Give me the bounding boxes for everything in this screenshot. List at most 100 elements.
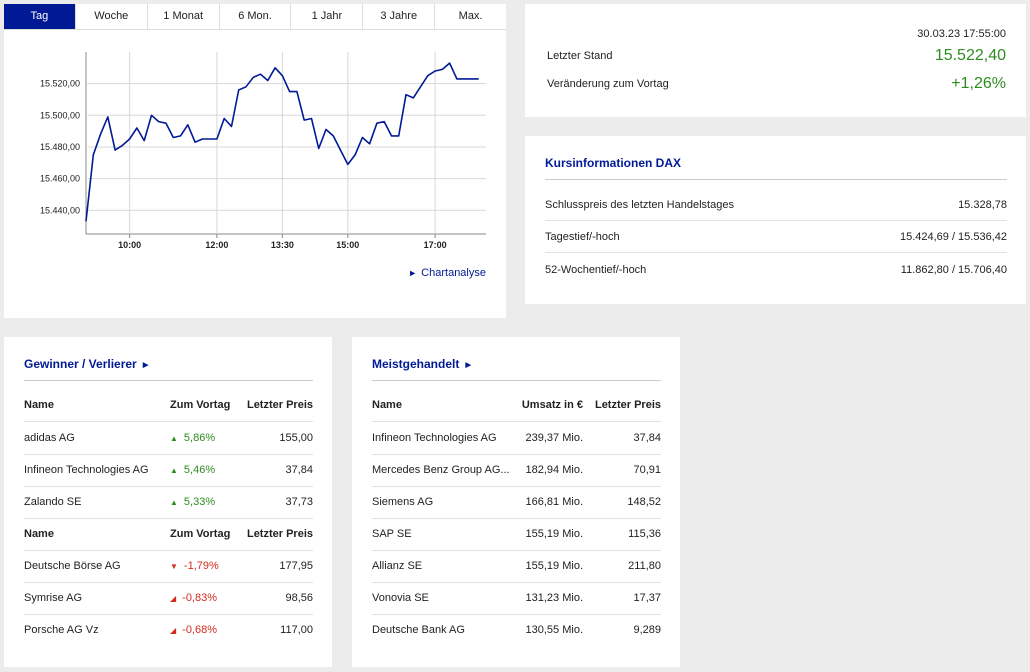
table-row[interactable]: Infineon Technologies AG 239,37 Mio. 37,… [372, 422, 661, 454]
header-name: Name [24, 528, 54, 540]
gewinner-verlierer-title[interactable]: Gewinner / Verlierer ► [24, 357, 151, 371]
header-price: Letzter Preis [246, 528, 313, 540]
stock-name: Deutsche Bank AG [372, 624, 465, 636]
info-label-tagestief: Tagestief/-hoch [545, 231, 620, 243]
dax-price-line [85, 62, 479, 222]
change-text: -0,83% [182, 592, 218, 604]
tab-3-jahre[interactable]: 3 Jahre [363, 4, 436, 29]
table-row[interactable]: Symrise AG ◢ -0,83% 98,56 [24, 582, 313, 614]
price-value: 177,95 [279, 560, 313, 572]
x-tick-label: 13:30 [271, 240, 294, 250]
triangle-down-right-icon: ◢ [170, 594, 177, 603]
change-value: ▲ 5,46% [170, 454, 215, 487]
stock-name: Symrise AG [24, 592, 83, 604]
header-price: Letzter Preis [594, 399, 661, 411]
timeframe-tabs: Tag Woche 1 Monat 6 Mon. 1 Jahr 3 Jahre … [4, 4, 507, 30]
stock-name: Infineon Technologies AG [24, 464, 149, 476]
row-divider [372, 582, 661, 583]
change-value: +1,26% [951, 75, 1006, 92]
title-divider [545, 179, 1007, 180]
table-row[interactable]: Mercedes Benz Group AG... 182,94 Mio. 70… [372, 454, 661, 486]
volume-value: 182,94 Mio. [525, 464, 583, 476]
change-value: ▼ -1,79% [170, 550, 219, 583]
price-value: 211,80 [628, 560, 661, 572]
change-text: 5,33% [183, 496, 216, 508]
tab-6-mon[interactable]: 6 Mon. [219, 4, 292, 29]
tab-max[interactable]: Max. [435, 4, 507, 29]
info-label-52-wochen: 52-Wochentief/-hoch [545, 264, 647, 276]
volume-value: 155,19 Mio. [525, 560, 583, 572]
price-value: 37,84 [285, 464, 313, 476]
y-tick-label: 15.440,00 [40, 205, 80, 215]
row-divider [545, 252, 1007, 253]
last-price-label: Letzter Stand [547, 50, 613, 62]
title-divider [24, 380, 313, 381]
gewinner-verlierer-card: Gewinner / Verlierer ► Name Zum Vortag Le… [4, 337, 332, 667]
triangle-down-right-icon: ◢ [170, 626, 177, 635]
row-divider [24, 614, 313, 615]
meistgehandelt-card: Meistgehandelt ► Name Umsatz in € Letzter… [352, 337, 680, 667]
price-value: 17,37 [633, 592, 661, 604]
change-text: -1,79% [183, 560, 219, 572]
stock-name: Allianz SE [372, 560, 423, 572]
triangle-down-icon: ▼ [170, 562, 178, 571]
table-row[interactable]: Deutsche Börse AG ▼ -1,79% 177,95 [24, 550, 313, 582]
row-divider [372, 518, 661, 519]
table-row[interactable]: Zalando SE ▲ 5,33% 37,73 [24, 486, 313, 518]
row-divider [372, 550, 661, 551]
tab-woche[interactable]: Woche [75, 4, 148, 29]
price-value: 70,91 [633, 464, 661, 476]
stock-name: adidas AG [24, 432, 75, 444]
price-value: 98,56 [285, 592, 313, 604]
table-header: Name Umsatz in € Letzter Preis [372, 389, 661, 421]
stock-name: Deutsche Börse AG [24, 560, 121, 572]
meistgehandelt-label: Meistgehandelt [372, 357, 460, 371]
row-divider [24, 421, 313, 422]
chartanalyse-link[interactable]: ► Chartanalyse [408, 267, 486, 279]
tab-tag[interactable]: Tag [4, 4, 76, 29]
stock-name: Mercedes Benz Group AG... [372, 464, 510, 476]
stock-name: Infineon Technologies AG [372, 432, 497, 444]
price-value: 115,36 [628, 528, 661, 540]
kursinfo-title: Kursinformationen DAX [545, 156, 682, 170]
row-divider [24, 582, 313, 583]
y-tick-label: 15.480,00 [40, 142, 80, 152]
price-value: 37,84 [633, 432, 661, 444]
price-value: 148,52 [627, 496, 661, 508]
row-divider [372, 486, 661, 487]
header-change: Zum Vortag [170, 399, 231, 411]
tab-1-monat[interactable]: 1 Monat [147, 4, 220, 29]
x-tick-label: 15:00 [336, 240, 359, 250]
change-text: -0,68% [182, 624, 218, 636]
table-row[interactable]: Infineon Technologies AG ▲ 5,46% 37,84 [24, 454, 313, 486]
stock-name: Vonovia SE [372, 592, 429, 604]
change-label: Veränderung zum Vortag [547, 78, 669, 90]
volume-value: 239,37 Mio. [525, 432, 583, 444]
table-row[interactable]: SAP SE 155,19 Mio. 115,36 [372, 518, 661, 550]
quote-timestamp: 30.03.23 17:55:00 [917, 28, 1006, 40]
info-value-schlusspreis: 15.328,78 [958, 199, 1007, 211]
table-row[interactable]: Vonovia SE 131,23 Mio. 17,37 [372, 582, 661, 614]
table-row[interactable]: Deutsche Bank AG 130,55 Mio. 9,289 [372, 614, 661, 646]
table-row[interactable]: Siemens AG 166,81 Mio. 148,52 [372, 486, 661, 518]
price-value: 155,00 [279, 432, 313, 444]
intraday-chart: 15.440,00 15.460,00 15.480,00 15.500,00 15.5… [40, 52, 486, 250]
table-row[interactable]: adidas AG ▲ 5,86% 155,00 [24, 422, 313, 454]
table-row[interactable]: Allianz SE 155,19 Mio. 211,80 [372, 550, 661, 582]
y-tick-label: 15.460,00 [40, 174, 80, 184]
row-divider [372, 614, 661, 615]
change-value: ▲ 5,33% [170, 486, 215, 519]
kursinfo-card: Kursinformationen DAX Schlusspreis des l… [525, 136, 1026, 304]
play-icon: ► [408, 268, 418, 278]
info-label-schlusspreis: Schlusspreis des letzten Handelstages [545, 199, 734, 211]
row-divider [545, 220, 1007, 221]
stock-name: SAP SE [372, 528, 412, 540]
row-divider [372, 454, 661, 455]
volume-value: 131,23 Mio. [525, 592, 583, 604]
tab-1-jahr[interactable]: 1 Jahr [291, 4, 364, 29]
table-row[interactable]: Porsche AG Vz ◢ -0,68% 117,00 [24, 614, 313, 646]
header-volume: Umsatz in € [521, 399, 583, 411]
meistgehandelt-title[interactable]: Meistgehandelt ► [372, 357, 473, 371]
change-text: 5,86% [183, 432, 216, 444]
price-value: 117,00 [280, 624, 313, 636]
